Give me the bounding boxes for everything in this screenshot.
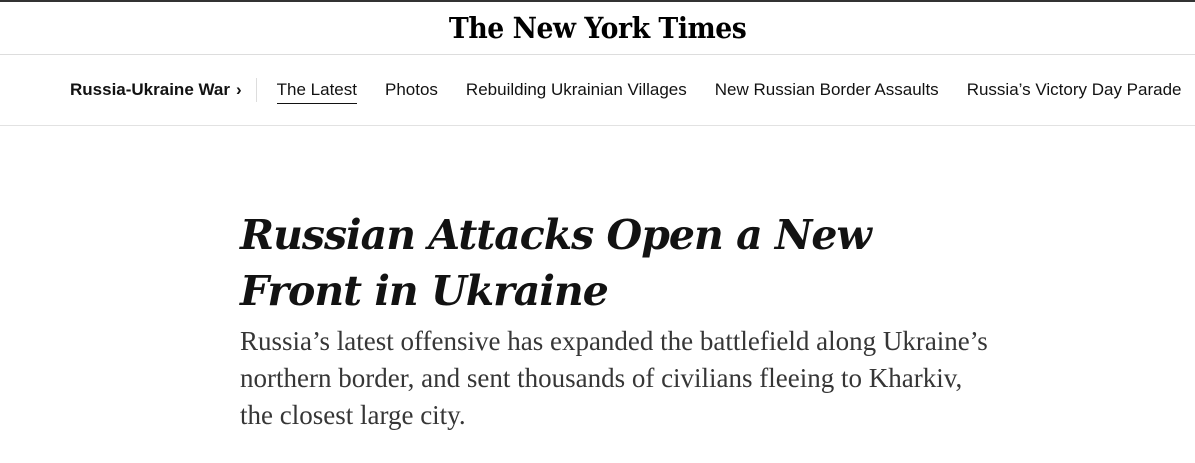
- nav-item-photos[interactable]: Photos: [384, 80, 438, 99]
- nyt-logo[interactable]: The New York Times: [448, 11, 747, 45]
- nav-item-the-latest[interactable]: The Latest: [276, 80, 357, 104]
- nav-item-victory-day-parade[interactable]: Russia’s Victory Day Parade: [966, 80, 1182, 99]
- section-nav: Russia-Ukraine War › The Latest Photos R…: [0, 55, 1195, 126]
- article-summary: Russia’s latest offensive has expanded t…: [240, 326, 988, 430]
- nav-item-rebuilding-villages[interactable]: Rebuilding Ukrainian Villages: [465, 80, 687, 99]
- masthead: The New York Times: [0, 2, 1195, 55]
- article-header: Russian Attacks Open a New Front in Ukra…: [240, 207, 1000, 434]
- nav-item-border-assaults[interactable]: New Russian Border Assaults: [714, 80, 939, 99]
- section-link-russia-ukraine-war[interactable]: Russia-Ukraine War ›: [70, 78, 257, 102]
- section-label: Russia-Ukraine War: [70, 80, 230, 99]
- headline: Russian Attacks Open a New Front in Ukra…: [240, 211, 872, 315]
- chevron-right-icon: ›: [235, 80, 242, 99]
